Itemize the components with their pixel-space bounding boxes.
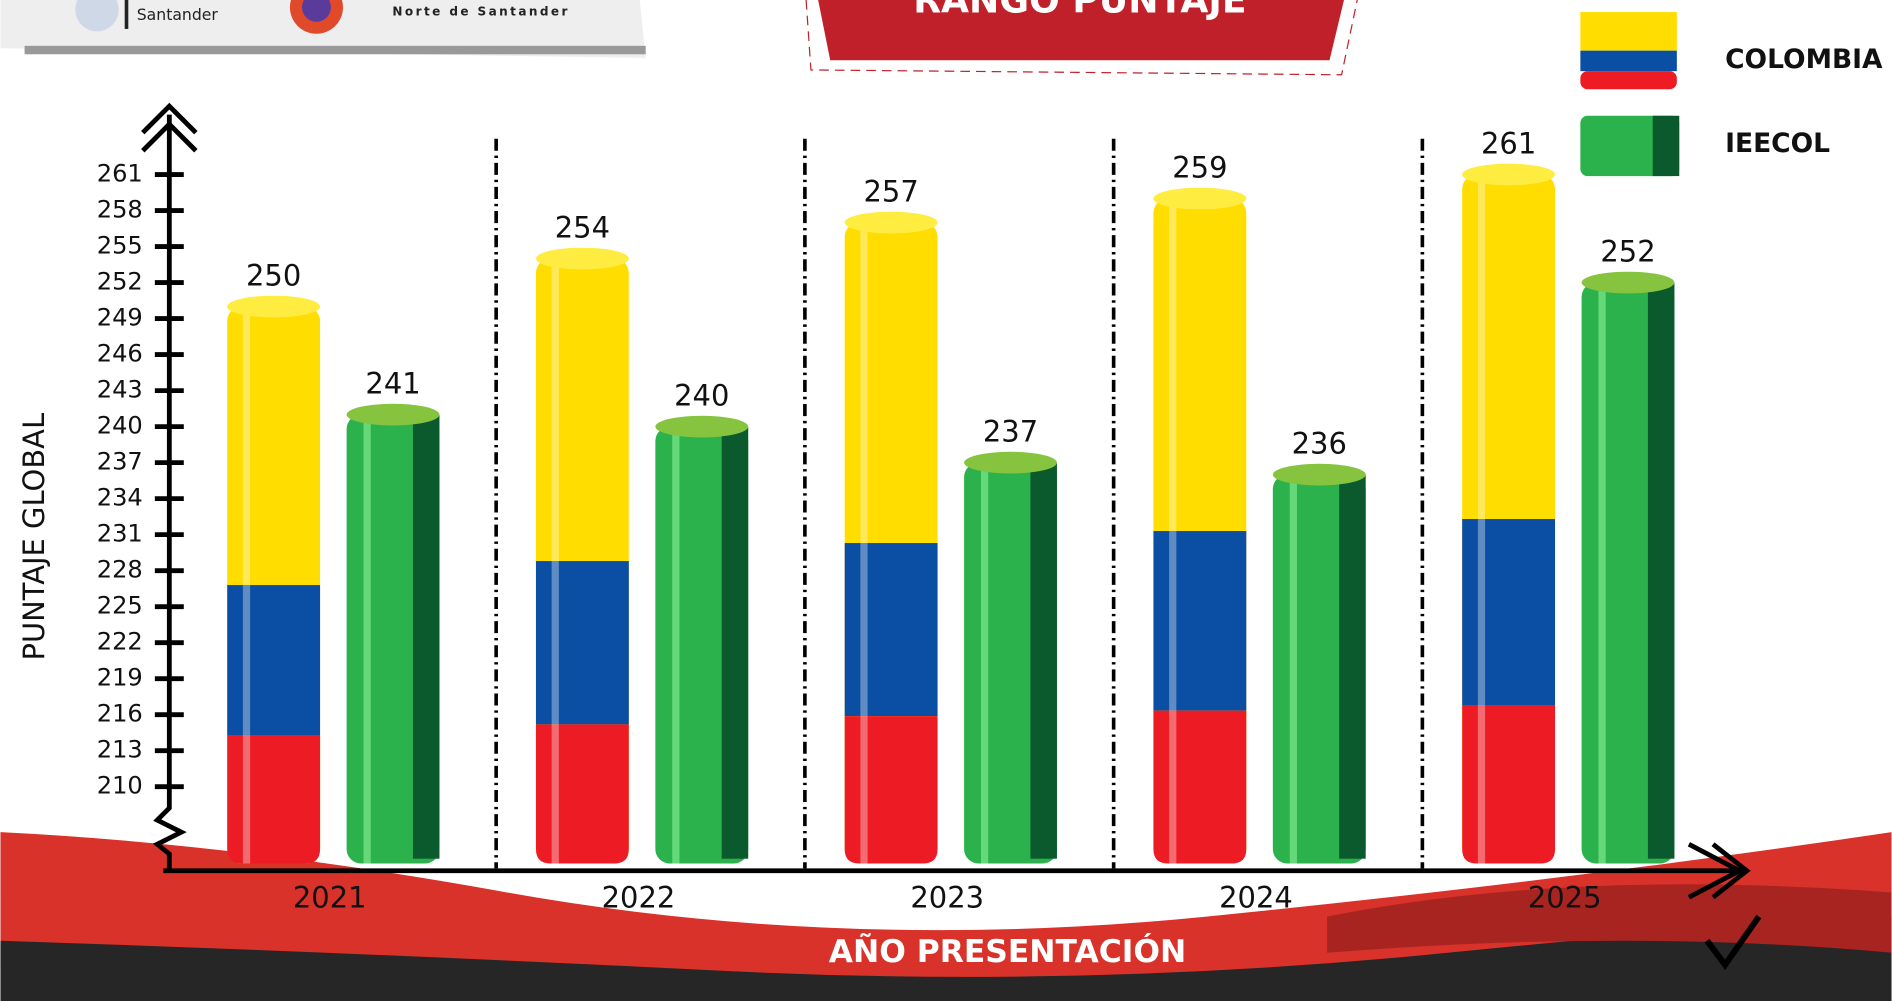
value-label: 254 [555, 211, 610, 245]
bar-shade [722, 427, 749, 859]
bar-stripe-red [227, 735, 320, 863]
x-tick-label: 2025 [1528, 881, 1602, 915]
bar-stripe-red [845, 716, 938, 863]
bar-shade [413, 415, 440, 859]
y-tick-label: 258 [97, 196, 143, 224]
logo-text: Santander [137, 5, 219, 24]
y-tick-label: 210 [97, 772, 143, 800]
legend-label: IEECOL [1725, 128, 1830, 159]
y-tick-label: 261 [97, 160, 143, 188]
bar-shade [1339, 475, 1366, 859]
value-label: 240 [674, 379, 729, 413]
legend-swatch [1580, 71, 1676, 89]
y-tick-label: 243 [97, 376, 143, 404]
bar-top [655, 416, 748, 438]
y-tick-label: 237 [97, 448, 143, 476]
x-axis-label: AÑO PRESENTACIÓN [829, 931, 1187, 970]
bar-highlight [552, 259, 559, 864]
bar-highlight [1598, 283, 1605, 864]
value-label: 236 [1292, 427, 1347, 461]
bar-highlight [243, 307, 250, 864]
bar-top [1273, 464, 1366, 486]
bar-highlight [981, 463, 988, 864]
value-label: 241 [365, 367, 420, 401]
y-tick-label: 219 [97, 664, 143, 692]
x-tick-label: 2023 [910, 881, 984, 915]
value-label: 259 [1172, 151, 1227, 185]
logo-text: Norte de Santander [392, 5, 569, 19]
y-tick-label: 249 [97, 304, 143, 332]
bar-stripe-blue [536, 561, 629, 724]
value-label: 237 [983, 415, 1038, 449]
chart-title: RANGO PUNTAJE [913, 0, 1246, 21]
bar-highlight [363, 415, 370, 864]
bar-top [227, 296, 320, 318]
value-label: 261 [1481, 127, 1536, 161]
y-tick-label: 231 [97, 520, 143, 548]
bar-stripe-blue [1153, 531, 1246, 711]
x-tick-label: 2022 [602, 881, 676, 915]
x-tick-label: 2021 [293, 881, 367, 915]
bar-top [845, 212, 938, 234]
logo-shadow [25, 46, 646, 54]
bar-highlight [860, 223, 867, 864]
y-tick-label: 213 [97, 736, 143, 764]
legend-swatch [1580, 12, 1676, 51]
legend-swatch-shade [1653, 116, 1680, 176]
bar-stripe-blue [845, 543, 938, 716]
bar-top [347, 404, 440, 426]
value-label: 257 [864, 175, 919, 209]
x-tick-label: 2024 [1219, 881, 1293, 915]
bar-top [536, 248, 629, 270]
y-tick-label: 228 [97, 556, 143, 584]
y-axis [157, 115, 181, 871]
bar-stripe-blue [227, 585, 320, 735]
bar-top [964, 452, 1057, 474]
bar-highlight [672, 427, 679, 864]
y-tick-label: 240 [97, 412, 143, 440]
bar-top [1462, 164, 1555, 186]
bar-top [1153, 188, 1246, 210]
bar-highlight [1478, 175, 1485, 864]
bar-highlight [1169, 199, 1176, 864]
legend-label: COLOMBIA [1725, 44, 1883, 75]
y-axis-label: PUNTAJE GLOBAL [17, 413, 51, 661]
chart: Santander Norte de Santander RANGO PUNTA… [0, 0, 1892, 1001]
y-tick-label: 216 [97, 700, 143, 728]
y-tick-label: 252 [97, 268, 143, 296]
bar-shade [1648, 283, 1675, 859]
y-tick-label: 234 [97, 484, 143, 512]
bar-stripe-blue [1462, 519, 1555, 705]
y-tick-label: 222 [97, 628, 143, 656]
bar-shade [1030, 463, 1057, 859]
value-label: 252 [1600, 235, 1655, 269]
bar-stripe-red [1462, 705, 1555, 863]
bar-highlight [1290, 475, 1297, 864]
bar-stripe-red [536, 724, 629, 863]
bar-stripe-red [1153, 711, 1246, 864]
bar-top [1582, 272, 1675, 294]
y-tick-label: 225 [97, 592, 143, 620]
logo-divider [125, 0, 129, 29]
value-label: 250 [246, 259, 301, 293]
legend-swatch [1580, 51, 1676, 72]
y-tick-label: 246 [97, 340, 143, 368]
page: {"logo_texts":["Santander","Norte de San… [0, 0, 1892, 1001]
y-tick-label: 255 [97, 232, 143, 260]
